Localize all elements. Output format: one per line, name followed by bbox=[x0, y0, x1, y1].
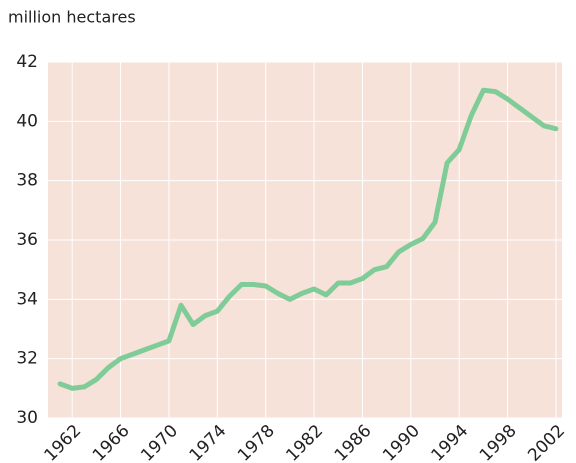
y-tick-label: 30 bbox=[16, 408, 38, 428]
x-tick-label: 1998 bbox=[476, 421, 521, 463]
chart-title: million hectares bbox=[8, 8, 136, 27]
y-tick-label: 32 bbox=[16, 349, 38, 369]
x-tick-label: 1978 bbox=[234, 421, 279, 463]
x-tick-label: 1966 bbox=[89, 421, 134, 463]
y-tick-label: 38 bbox=[16, 171, 38, 191]
y-tick-label: 34 bbox=[16, 289, 38, 309]
line bbox=[57, 87, 559, 391]
y-tick-label: 36 bbox=[16, 230, 38, 250]
x-tick-label: 1990 bbox=[379, 421, 424, 463]
y-tick-label: 42 bbox=[16, 52, 38, 72]
x-tick-label: 1986 bbox=[331, 421, 376, 463]
x-tick-label: 1982 bbox=[282, 421, 327, 463]
x-tick-label: 1974 bbox=[186, 421, 231, 463]
x-tick-label: 1962 bbox=[41, 421, 86, 463]
x-tick-label: 1994 bbox=[428, 421, 473, 463]
y-tick-label: 40 bbox=[16, 111, 38, 131]
x-tick-label: 2002 bbox=[524, 421, 569, 463]
x-tick-label: 1970 bbox=[137, 421, 182, 463]
